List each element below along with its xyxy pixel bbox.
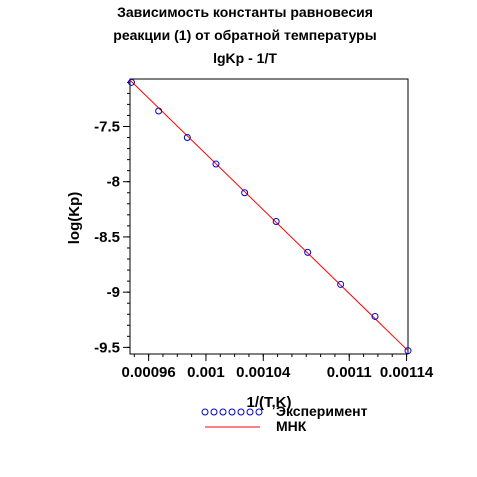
x-tick-label: 0.001: [187, 364, 225, 381]
legend-marker-circle: [219, 408, 227, 416]
legend-marker-experiment: [201, 408, 263, 416]
data-point: [337, 280, 345, 288]
x-tick-label: 0.00104: [236, 364, 291, 381]
data-point: [155, 107, 163, 115]
legend-marker-circle: [228, 408, 236, 416]
legend-label-mnk: МНК: [276, 418, 307, 434]
legend-marker-circle: [210, 408, 218, 416]
data-point: [272, 217, 280, 225]
data-point: [127, 78, 135, 86]
x-tick-label: 0.0011: [327, 364, 372, 381]
data-point: [371, 312, 379, 320]
y-tick-label: -7.5: [94, 118, 120, 135]
y-tick-label: -8.5: [94, 229, 120, 246]
plot-area: [129, 78, 409, 355]
x-axis-label: 1/(T,K): [247, 394, 292, 411]
x-tick-label: 0.00096: [122, 364, 176, 381]
axis-ticks: 0.00096 0.001 0.00104 0.0011 0.00114 -7.5 -8 -8…: [94, 81, 434, 381]
chart-title-line-1: Зависимость константы равновесия: [117, 4, 373, 20]
legend-marker-circle: [246, 408, 254, 416]
y-axis-label: log(Kp): [66, 192, 83, 244]
chart-title-line-2: реакции (1) от обратной температуры: [113, 27, 376, 43]
legend-marker-circle: [201, 408, 209, 416]
data-point: [183, 134, 191, 142]
x-tick-label: 0.00114: [380, 364, 434, 381]
y-tick-label: -9: [107, 284, 120, 301]
y-tick-label: -8: [107, 174, 120, 191]
data-point: [241, 189, 249, 197]
chart-marks: [127, 78, 412, 355]
legend-marker-circle: [255, 408, 263, 416]
legend-label-experiment: Эксперимент: [276, 403, 368, 419]
chart-title-line-3: lgKp - 1/T: [213, 50, 277, 66]
legend: Эксперимент МНК: [201, 403, 368, 434]
data-point: [304, 248, 312, 256]
legend-marker-circle: [237, 408, 245, 416]
fit-line: [129, 79, 409, 352]
data-point: [212, 160, 220, 168]
data-point: [404, 347, 412, 355]
y-tick-label: -9.5: [94, 339, 120, 356]
